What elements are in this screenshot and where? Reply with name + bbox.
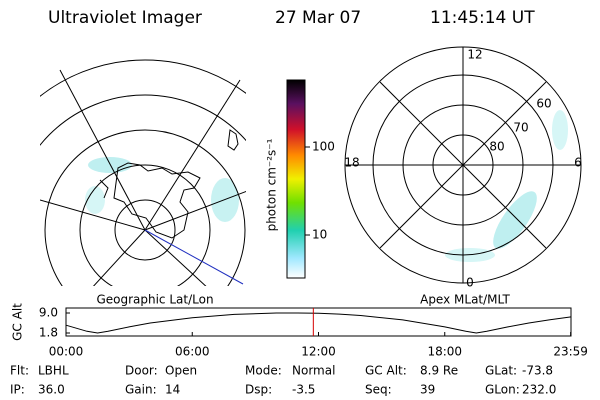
field-value: 39 [420, 383, 435, 397]
field-label: Door: [125, 364, 158, 378]
lat-label: 60 [536, 97, 551, 111]
field-value: Open [165, 364, 197, 378]
hour-label: 18 [344, 156, 359, 170]
y-tick-label: 9.0 [39, 306, 58, 320]
field-label: GLon: [485, 383, 520, 397]
lat-label: 70 [513, 121, 528, 135]
field-label: Dsp: [245, 383, 272, 397]
colorbar-tick-label: 100 [312, 140, 335, 154]
field-value: -73.8 [522, 364, 553, 378]
altitude-frame [65, 307, 572, 337]
polar-label: Apex MLat/MLT [420, 293, 510, 307]
colorbar [286, 79, 306, 279]
field-value: Normal [292, 364, 335, 378]
field-label: Mode: [245, 364, 282, 378]
y-tick-label: 1.8 [39, 326, 58, 340]
hour-label: 12 [467, 48, 482, 62]
field-label: GC Alt: [365, 364, 407, 378]
x-tick-label: 23:59 [553, 345, 588, 359]
title: Ultraviolet Imager [48, 8, 202, 28]
polar-plot [344, 46, 582, 284]
field-value: 8.9 Re [420, 364, 458, 378]
field-label: Gain: [125, 383, 157, 397]
altitude-curve [65, 312, 572, 334]
x-tick-label: 00:00 [49, 345, 84, 359]
x-tick-label: 06:00 [175, 345, 210, 359]
altitude-ylabel: GC Alt [11, 303, 25, 341]
time: 11:45:14 UT [430, 8, 535, 28]
field-label: IP: [10, 383, 25, 397]
hour-label: 6 [574, 156, 582, 170]
hour-label: 0 [466, 276, 474, 290]
field-value: LBHL [38, 364, 69, 378]
colorbar-tick-label: 10 [312, 228, 327, 242]
field-label: GLat: [485, 364, 517, 378]
map-label: Geographic Lat/Lon [96, 293, 213, 307]
field-label: Flt: [10, 364, 29, 378]
field-value: 36.0 [38, 383, 65, 397]
lat-label: 80 [489, 140, 504, 154]
x-tick-label: 18:00 [427, 345, 462, 359]
field-value: 14 [165, 383, 180, 397]
x-tick-label: 12:00 [301, 345, 336, 359]
geographic-map [40, 59, 246, 286]
field-label: Seq: [365, 383, 392, 397]
date: 27 Mar 07 [275, 8, 361, 28]
field-value: -3.5 [292, 383, 315, 397]
colorbar-unit: photon cm⁻²s⁻¹ [265, 138, 279, 231]
field-value: 232.0 [522, 383, 556, 397]
